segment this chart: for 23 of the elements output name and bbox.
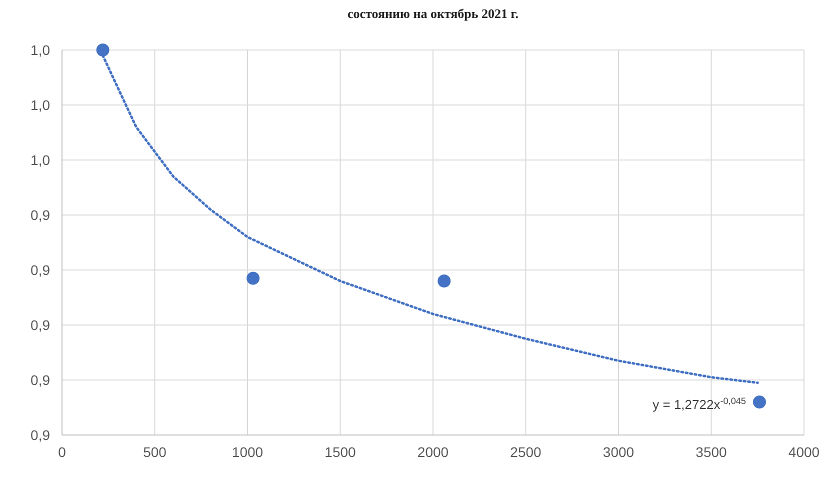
x-tick-label: 0	[58, 444, 66, 460]
annotation: y = 1,2722x$^{-0,045}$	[652, 396, 746, 412]
y-tick-label: 1,0	[30, 42, 50, 58]
x-tick-label: 2000	[417, 444, 449, 460]
y-tick-label: 0,9	[30, 317, 50, 333]
x-tick-label: 4000	[788, 444, 820, 460]
point	[246, 272, 260, 285]
x-tick-label: 3500	[696, 444, 728, 460]
y-tick-label: 0,9	[30, 262, 50, 278]
y-tick-label: 0,9	[30, 207, 50, 223]
chart-title: состоянию на октябрь 2021 г.	[348, 6, 518, 21]
x-tick-label: 2500	[510, 444, 542, 460]
x-tick-label: 1500	[324, 444, 356, 460]
x-tick-label: 3000	[602, 444, 634, 460]
point	[438, 274, 451, 288]
x-tick-label: 500	[143, 444, 167, 460]
y-tick-label: 0,9	[30, 372, 50, 388]
point	[96, 44, 110, 56]
point	[752, 396, 766, 408]
y-tick-label: 1,0	[30, 97, 50, 113]
y-tick-label: 1,0	[30, 152, 50, 168]
y-tick-label: 0,9	[30, 427, 50, 443]
x-tick-label: 1000	[232, 444, 264, 460]
